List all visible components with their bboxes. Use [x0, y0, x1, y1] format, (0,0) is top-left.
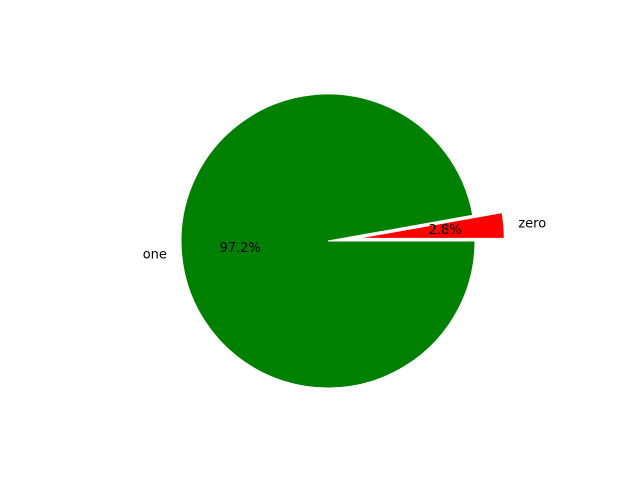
pie-labels: 2.8% zero 97.2% one [143, 217, 547, 263]
category-label-one: one [143, 248, 167, 263]
category-label-zero: zero [518, 217, 546, 232]
pct-label-one: 97.2% [219, 241, 260, 256]
pie-slice-one [180, 93, 476, 389]
pct-label-zero: 2.8% [429, 223, 462, 238]
pie-slices [180, 93, 505, 389]
pie-slice-zero [357, 212, 505, 239]
